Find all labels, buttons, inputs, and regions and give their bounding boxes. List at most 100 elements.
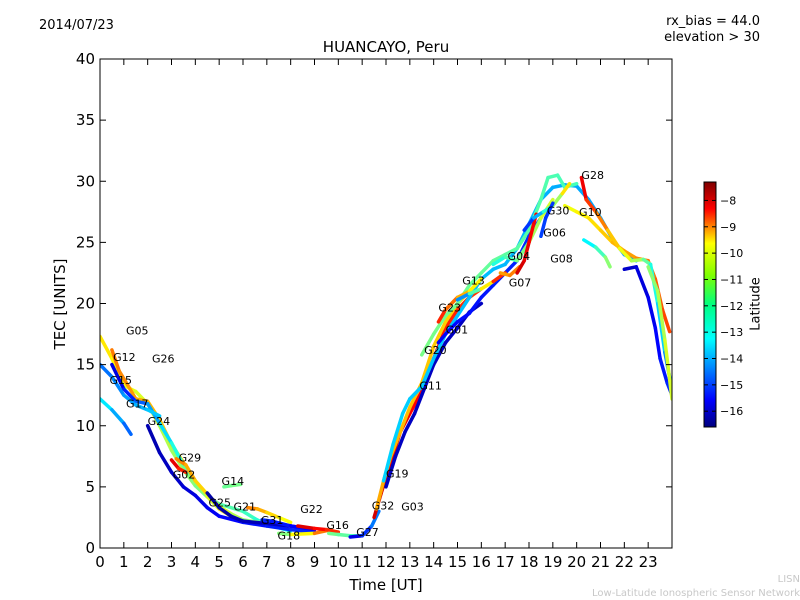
trace-segment [539,175,550,202]
trace-segment [277,515,293,525]
y-tick-label: 10 [76,417,95,435]
trace-segment [503,258,519,275]
trace-segment [193,479,209,496]
colorbar [703,181,717,428]
satellite-label: G26 [152,353,175,366]
trace-segment [443,320,460,336]
trace-segment [110,375,126,397]
y-tick-label: 15 [76,356,95,374]
trace-segment [288,531,317,537]
trace-segment [455,289,472,300]
y-tick-label: 35 [76,111,95,129]
trace-segment [324,527,341,534]
trace-segment [443,301,460,318]
satellite-label: G16 [326,519,349,532]
trace-segment [134,399,150,406]
satellite-label: G06 [543,227,566,240]
trace-segment [443,307,460,330]
trace-segment [467,277,484,294]
x-tick-label: 14 [424,553,443,571]
satellite-label: G19 [386,467,409,480]
satellite-label: G29 [179,452,202,465]
x-tick-label: 12 [376,553,395,571]
trace-segment [184,463,198,483]
trace-segment [122,387,138,404]
x-tick-label: 10 [329,553,348,571]
trace-g14 [222,482,243,489]
trace-segment [655,289,667,342]
satellite-label: G22 [300,503,323,516]
rx-bias-label: rx_bias = 44.0 [666,14,760,29]
watermark-long: Low-Latitude Ionospheric Sensor Network [592,588,800,599]
trace-g17b [646,265,672,401]
trace-segment [467,295,484,316]
trace-segment [408,389,424,416]
satellite-label: G31 [261,514,284,527]
x-tick-label: 19 [543,553,562,571]
satellite-label: G03 [401,500,424,513]
trace-segment [443,326,460,345]
trace-segment [265,510,281,520]
trace-segment [646,295,658,330]
trace-segment [491,252,507,263]
trace-segment [277,531,293,537]
trace-segment [157,421,174,445]
trace-segment [479,267,495,281]
x-tick-label: 11 [353,553,372,571]
trace-segment [398,405,412,434]
trace-segment [431,340,448,367]
satellite-label: G01 [446,323,469,336]
satellite-label: G32 [372,499,395,512]
satellite-label: G04 [508,250,531,263]
satellite-label: G25 [208,497,231,510]
colorbar-tick-label: −13 [720,326,743,339]
trace-segment [348,534,364,539]
y-tick-label: 5 [85,478,95,496]
trace-segment [312,526,329,532]
trace-segment [584,197,598,214]
trace-segment [515,228,531,251]
x-tick-label: 9 [310,553,320,571]
trace-segment [110,362,126,391]
y-tick-label: 25 [76,233,95,251]
trace-segment [543,201,555,220]
trace-segment [296,524,317,531]
colorbar-tick-label: −14 [720,353,743,366]
satellite-label: G27 [356,526,379,539]
trace-segment [582,238,598,250]
traces-layer [100,173,672,539]
trace-g06 [539,201,555,239]
watermark-short: LISN [777,574,800,585]
trace-g26 [100,362,162,418]
trace-segment [420,332,436,357]
trace-segment [117,368,131,389]
trace-g22 [296,524,341,534]
trace-segment [455,311,472,324]
trace-segment [622,265,638,272]
satellite-labels: G05 G12 G15 G26 G17 G24 G29 G02 G14 G25 G21 G31 G18 G… [110,169,604,542]
trace-segment [422,362,436,391]
trace-segment [574,210,591,220]
trace-segment [384,454,398,489]
x-tick-label: 5 [214,553,224,571]
trace-segment [110,348,121,373]
trace-segment [479,283,495,300]
trace-segment [503,246,519,257]
x-axis-label: Time [UT] [349,576,423,594]
chart-title: HUANCAYO, Peru [322,38,450,56]
trace-segment [169,470,186,489]
x-tick-label: 21 [591,553,610,571]
x-tick-label: 6 [238,553,248,571]
trace-g02 [169,458,188,474]
trace-segment [455,291,472,302]
trace-g10 [563,203,672,334]
trace-segment [412,387,426,416]
satellite-label: G05 [126,324,149,337]
trace-segment [491,255,507,267]
trace-segment [265,524,293,532]
trace-segment [400,397,412,416]
elevation-label: elevation > 30 [664,30,760,45]
x-tick-label: 2 [143,553,153,571]
x-tick-label: 1 [119,553,129,571]
